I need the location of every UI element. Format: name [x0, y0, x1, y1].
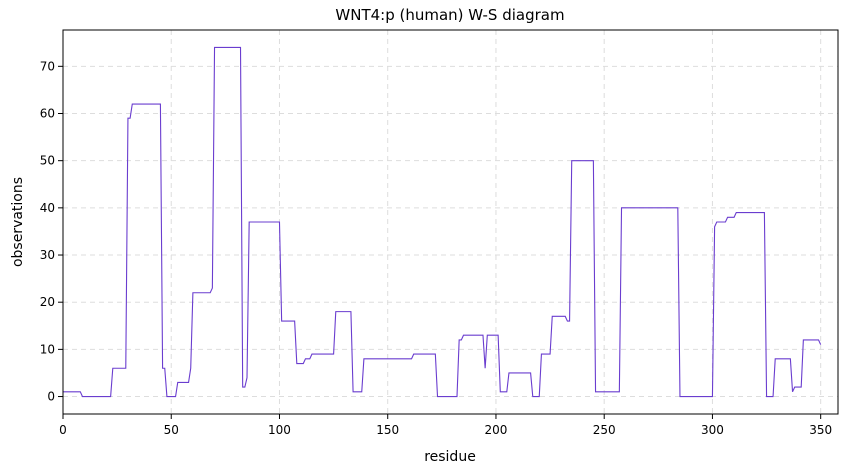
- x-tick-label: 50: [164, 423, 179, 437]
- x-tick-label: 300: [701, 423, 724, 437]
- chart-title: WNT4:p (human) W-S diagram: [335, 6, 564, 24]
- y-tick-label: 20: [40, 295, 55, 309]
- data-line: [63, 46, 822, 398]
- y-axis-label: observations: [10, 177, 26, 267]
- x-tick-label: 200: [485, 423, 508, 437]
- y-tick-label: 0: [47, 390, 55, 404]
- x-tick-label: 350: [809, 423, 832, 437]
- y-tick-label: 70: [40, 59, 55, 73]
- y-tick-label: 10: [40, 342, 55, 356]
- x-tick-label: 100: [268, 423, 291, 437]
- y-tick-label: 30: [40, 248, 55, 262]
- x-axis-label: residue: [424, 449, 476, 465]
- y-tick-label: 40: [40, 201, 55, 215]
- x-tick-label: 250: [593, 423, 616, 437]
- y-tick-label: 50: [40, 154, 55, 168]
- x-tick-label: 150: [376, 423, 399, 437]
- x-tick-label: 0: [59, 423, 67, 437]
- y-tick-label: 60: [40, 106, 55, 120]
- plot-frame: [62, 29, 839, 415]
